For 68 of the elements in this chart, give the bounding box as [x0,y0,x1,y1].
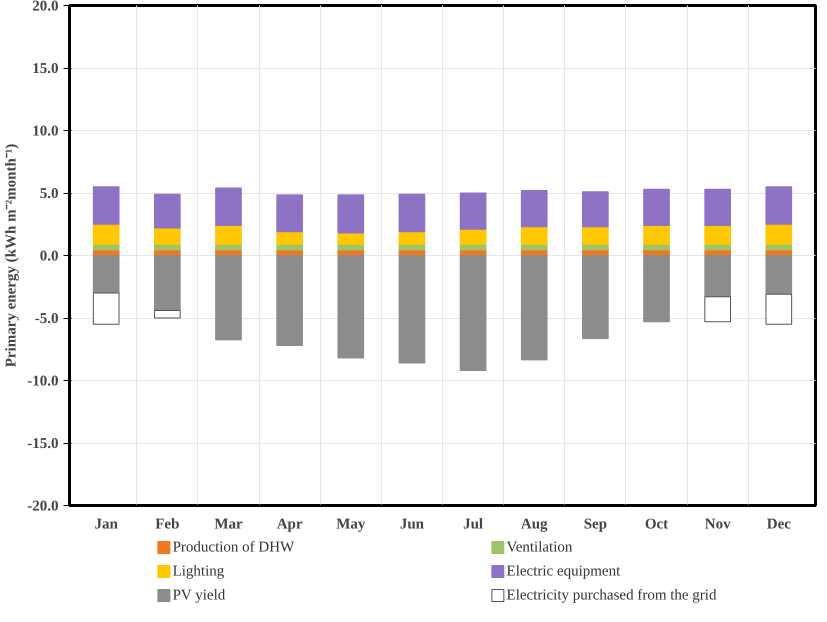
bar [643,225,670,245]
bar [582,255,609,340]
bar [215,255,242,340]
bar [276,255,303,346]
bar [582,226,609,245]
bar [704,255,732,298]
x-tick-label: Jul [463,516,484,532]
bar [704,296,732,322]
bar [276,231,303,245]
legend-label: Electric equipment [506,564,622,580]
bar [643,255,670,322]
y-tick-label: 10.0 [32,124,58,140]
bar [92,292,120,325]
bar [765,294,792,325]
x-tick-label: Mar [214,516,243,532]
y-tick-label: 20.0 [32,0,58,14]
bar [520,190,548,228]
bar [460,192,486,230]
y-tick-label: 0.0 [40,248,58,264]
y-tick-label: -20.0 [27,498,59,514]
legend-label: PV yield [172,588,226,604]
y-tick-label: -15.0 [27,436,59,452]
x-tick-label: Dec [766,516,792,532]
bar [765,255,792,295]
bar [154,194,181,228]
bar [215,225,242,245]
legend-label: Lighting [172,564,225,580]
y-tick-label: -10.0 [27,374,59,390]
bar [520,255,548,360]
bar [582,191,609,228]
bar [337,232,364,245]
y-axis-title: Primary energy (kWh m⁻²month⁻¹) [3,144,20,368]
bar [704,225,732,245]
bar [337,194,364,234]
x-tick-label: Apr [276,516,303,532]
bar [643,188,670,226]
bar [398,194,426,232]
legend-label: Electricity purchased from the grid [506,588,717,604]
bar [460,255,486,371]
bar [92,186,120,225]
bar [276,194,303,232]
bar [154,310,181,318]
bar [765,224,792,245]
y-tick-label: -5.0 [34,311,59,327]
x-tick-label: Jan [94,516,119,532]
x-tick-label: May [336,516,366,532]
x-tick-label: Jun [400,516,425,532]
bar [398,231,426,245]
bar [92,224,120,245]
bar [765,186,792,225]
bar [337,255,364,358]
x-tick-label: Sep [584,516,608,532]
legend-label: Production of DHW [172,540,296,556]
bar [398,255,426,364]
bar [215,188,242,226]
bar [154,255,181,311]
x-tick-label: Oct [644,516,668,532]
bar [92,255,120,294]
bar [154,228,181,245]
x-tick-label: Nov [704,516,732,532]
bar [460,228,486,245]
x-tick-label: Feb [155,516,180,532]
bar [704,188,732,226]
y-tick-label: 15.0 [32,61,58,77]
bar [520,226,548,245]
y-tick-label: 5.0 [40,186,58,202]
legend-label: Ventilation [506,540,573,556]
x-tick-label: Aug [520,516,548,532]
